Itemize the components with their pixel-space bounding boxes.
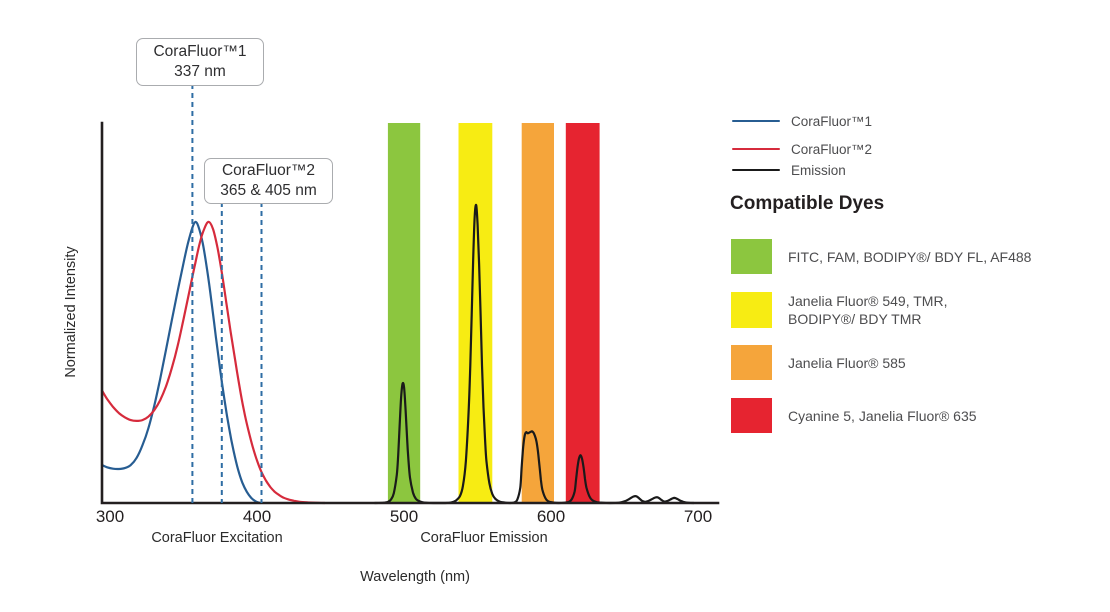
dye-item-jf585: Janelia Fluor® 585 (731, 345, 906, 380)
filter-band-1 (458, 123, 493, 503)
callout-corafluor1-value: 337 nm (174, 63, 226, 80)
corafluor2-line-swatch (732, 147, 780, 151)
compatible-dyes-header: Compatible Dyes (730, 193, 885, 214)
dye-label: FITC, FAM, BODIPY®/ BDY FL, AF488 (788, 248, 1032, 265)
legend-label: CoraFluor™1 (791, 113, 873, 129)
legend-label: CoraFluor™2 (791, 141, 873, 157)
x-tick-600: 600 (536, 507, 566, 526)
filter-band-3 (565, 123, 600, 503)
orange-filter-swatch (731, 345, 772, 380)
excitation-corafluor2-curve (100, 220, 326, 505)
y-axis-title: Normalized Intensity (63, 246, 79, 378)
callout-corafluor1-title: CoraFluor™1 (153, 43, 247, 60)
filter-band-2 (521, 123, 554, 503)
legend-item-emission: Emission (732, 161, 846, 179)
dye-item-cy5: Cyanine 5, Janelia Fluor® 635 (731, 398, 977, 433)
callout-corafluor1: CoraFluor™1 337 nm (136, 38, 264, 86)
dye-label: Janelia Fluor® 585 (788, 354, 906, 371)
dye-label: Janelia Fluor® 549, TMR, BODIPY®/ BDY TM… (788, 293, 948, 327)
x-tick-500: 500 (389, 507, 419, 526)
x-tick-300: 300 (95, 507, 125, 526)
callout-corafluor2-title: CoraFluor™2 (221, 162, 316, 179)
emission-line-swatch (732, 168, 780, 172)
excitation-corafluor1-curve (100, 220, 262, 505)
dye-item-jf549: Janelia Fluor® 549, TMR, BODIPY®/ BDY TM… (731, 292, 947, 328)
yellow-filter-swatch (731, 292, 772, 328)
corafluor1-line-swatch (732, 119, 780, 123)
callout-corafluor2: CoraFluor™2 365 & 405 nm (204, 158, 333, 204)
legend-label: Emission (791, 162, 846, 178)
x-section-label-excitation: CoraFluor Excitation (151, 530, 283, 546)
axes (100, 121, 720, 505)
filter-band-0 (387, 123, 421, 503)
red-filter-swatch (731, 398, 772, 433)
green-filter-swatch (731, 239, 772, 274)
legend-item-corafluor1: CoraFluor™1 (732, 112, 872, 130)
x-tick-400: 400 (242, 507, 272, 526)
dye-label: Cyanine 5, Janelia Fluor® 635 (788, 407, 977, 424)
dye-item-fitc: FITC, FAM, BODIPY®/ BDY FL, AF488 (731, 239, 1031, 274)
x-section-label-emission: CoraFluor Emission (420, 530, 548, 546)
callout-corafluor2-value: 365 & 405 nm (220, 182, 317, 199)
x-tick-700: 700 (683, 507, 713, 526)
legend-item-corafluor2: CoraFluor™2 (732, 140, 872, 158)
x-axis-title: Wavelength (nm) (360, 569, 470, 585)
